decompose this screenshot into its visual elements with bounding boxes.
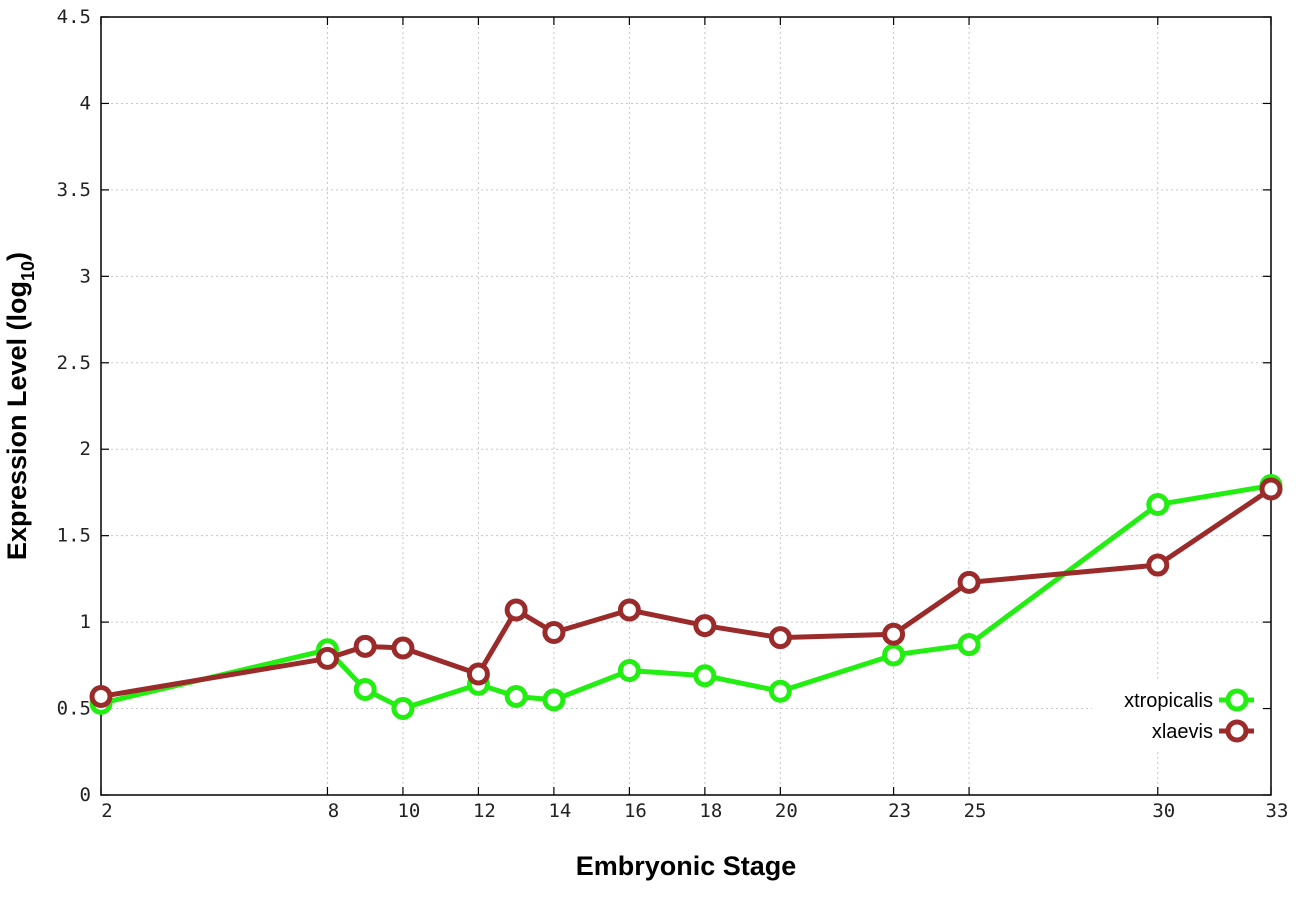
y-tick-label: 1 — [80, 611, 91, 633]
x-tick-label: 33 — [1266, 800, 1289, 822]
data-point-xlaevis — [693, 614, 717, 638]
legend-label: xtropicalis — [1124, 690, 1213, 712]
x-tick-label: 2 — [101, 800, 112, 822]
data-point-xlaevis — [391, 636, 415, 660]
data-point-xlaevis — [957, 570, 981, 594]
x-tick-label: 10 — [397, 800, 420, 822]
data-point-xtropicalis — [882, 643, 906, 667]
x-tick-label: 25 — [964, 800, 987, 822]
y-axis-title-main: Expression Level (log — [2, 281, 32, 560]
y-axis-title: Expression Level (log10) — [2, 252, 38, 560]
data-point-xtropicalis — [617, 659, 641, 683]
data-point-xlaevis — [353, 634, 377, 658]
y-tick-label: 3 — [80, 265, 91, 287]
data-point-xlaevis — [1146, 553, 1170, 577]
data-point-xlaevis — [882, 622, 906, 646]
x-tick-label: 16 — [624, 800, 647, 822]
plot-frame — [100, 16, 1272, 796]
data-point-xlaevis — [466, 662, 490, 686]
x-tick-label: 18 — [699, 800, 722, 822]
data-point-xtropicalis — [957, 633, 981, 657]
series-line-xlaevis — [100, 486, 1273, 699]
legend-marker — [1225, 688, 1249, 712]
data-point-xtropicalis — [1146, 493, 1170, 517]
y-axis-title-subscript: 10 — [18, 261, 38, 281]
legend-label: xlaevis — [1152, 721, 1213, 743]
data-point-xtropicalis — [391, 697, 415, 721]
data-point-xtropicalis — [768, 679, 792, 703]
data-point-xlaevis — [315, 646, 339, 670]
x-tick-label: 14 — [548, 800, 571, 822]
data-point-xtropicalis — [353, 678, 377, 702]
data-point-xlaevis — [617, 598, 641, 622]
series-line-xtropicalis — [100, 483, 1272, 712]
x-tick-label: 23 — [888, 800, 911, 822]
data-point-xlaevis — [542, 620, 566, 644]
y-tick-label: 2 — [80, 438, 91, 460]
x-tick-label: 30 — [1152, 800, 1175, 822]
grid-lines — [101, 17, 1271, 795]
data-point-xtropicalis — [504, 684, 528, 708]
data-point-xlaevis — [504, 598, 528, 622]
y-tick-label: 0.5 — [57, 698, 91, 720]
x-axis-title: Embryonic Stage — [576, 851, 797, 881]
y-tick-label: 0 — [80, 784, 91, 806]
data-point-xlaevis — [1259, 477, 1283, 501]
legend-marker — [1225, 719, 1249, 743]
y-tick-label: 1.5 — [57, 525, 91, 547]
x-tick-label: 12 — [473, 800, 496, 822]
series-lines — [89, 474, 1283, 721]
y-tick-label: 4.5 — [57, 6, 91, 28]
y-tick-label: 4 — [80, 92, 91, 114]
data-point-xtropicalis — [693, 664, 717, 688]
data-point-xlaevis — [768, 626, 792, 650]
legend: xtropicalis xlaevis — [1092, 680, 1262, 750]
axis-ticks: 0 0.5 1 1.5 2 2.5 3 3.5 4 4.5 2 8 10 12 14 16 18 20 23 25 30… — [57, 6, 1289, 822]
y-tick-label: 2.5 — [57, 352, 91, 374]
y-axis-title-end: ) — [2, 252, 32, 261]
data-point-xlaevis — [89, 684, 113, 708]
data-point-xtropicalis — [542, 688, 566, 712]
x-tick-label: 8 — [328, 800, 339, 822]
y-tick-label: 3.5 — [57, 179, 91, 201]
x-tick-label: 20 — [775, 800, 798, 822]
